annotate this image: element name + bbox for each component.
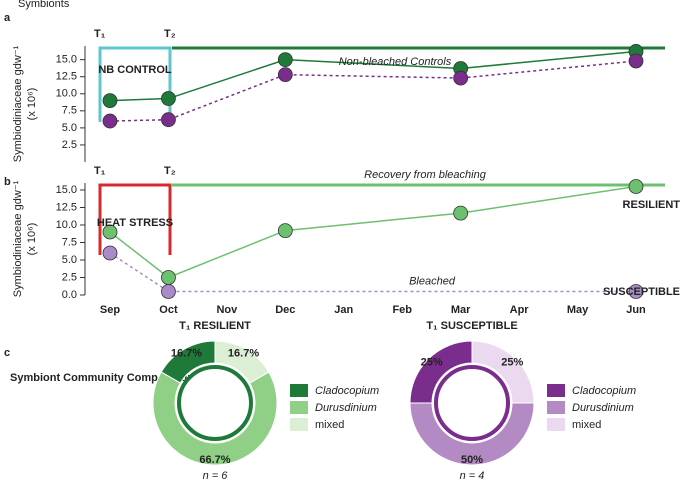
series-line <box>109 252 636 293</box>
pie-slice <box>152 371 278 466</box>
series-line <box>109 185 637 279</box>
y-tick-label: 10.0 <box>56 219 77 231</box>
point <box>628 284 644 299</box>
x-tick-label: Feb <box>392 304 412 316</box>
pie-n: n = 4 <box>460 470 485 482</box>
pie-title: T₁ RESILIENT <box>179 320 251 332</box>
y-label: Symbiodiniaceae gdw⁻¹ <box>12 45 24 162</box>
point <box>161 270 176 285</box>
x-tick-label: Apr <box>510 304 530 316</box>
pie-slice <box>471 340 535 404</box>
point <box>161 284 176 299</box>
bracket <box>98 183 172 255</box>
pie-center <box>434 365 510 441</box>
period-label: Bleached <box>409 275 456 287</box>
y-label-unit: (x 10⁶) <box>26 223 38 256</box>
value-label: 66.7% <box>199 454 230 466</box>
value-label: 25% <box>501 357 523 369</box>
y-label-unit: (x 10⁶) <box>26 88 38 121</box>
x-tick-label: May <box>567 304 589 316</box>
y-tick-label: 12.5 <box>56 71 77 83</box>
point <box>102 93 118 108</box>
t2: T₂ <box>164 28 176 40</box>
symbionts: Symbionts <box>18 0 70 10</box>
legend-swatch <box>290 384 308 397</box>
pie-slice <box>409 402 535 466</box>
legend-label: Cladocopium <box>315 385 379 397</box>
point <box>102 224 118 240</box>
point <box>161 112 176 128</box>
point <box>628 179 644 194</box>
point <box>102 113 118 129</box>
pie-center <box>177 365 253 441</box>
x-tick-label: Oct <box>159 304 178 316</box>
value-label: 25% <box>421 357 443 369</box>
t1: T₁ <box>94 165 106 177</box>
y-tick-label: 7.5 <box>62 236 77 248</box>
legend-label: mixed <box>572 419 601 431</box>
series-label: RESILIENT <box>623 199 681 211</box>
panel-letter: a <box>4 12 11 24</box>
period-label: Recovery from bleaching <box>364 169 487 181</box>
point <box>102 245 118 261</box>
y-label: Symbiodiniaceae gdw⁻¹ <box>12 180 24 297</box>
y-tick-label: 0.0 <box>62 289 77 301</box>
x-tick-label: Jan <box>334 304 353 316</box>
series-label: SUSCEPTIBLE <box>603 286 680 298</box>
legend-swatch <box>290 401 308 414</box>
legend-swatch <box>290 418 308 431</box>
y-tick-label: 12.5 <box>56 201 77 213</box>
point <box>161 91 176 106</box>
value-label: 50% <box>461 454 483 466</box>
legend-swatch <box>547 401 565 414</box>
y-tick-label: 15.0 <box>56 54 77 66</box>
treatment: NB CONTROL <box>98 64 172 76</box>
period-label: Non-bleached Controls <box>339 56 452 68</box>
y-tick-label: 5.0 <box>62 122 77 134</box>
y-tick-label: 2.5 <box>62 139 77 151</box>
pie-slice <box>214 340 270 384</box>
t1: T₁ <box>94 28 106 40</box>
value-label: 16.7% <box>171 348 202 360</box>
series-line <box>109 60 637 122</box>
legend-label: Cladocopium <box>572 385 636 397</box>
x-tick-label: Jun <box>626 304 646 316</box>
bracket <box>98 46 172 122</box>
point <box>628 53 644 69</box>
t2: T₂ <box>164 165 176 177</box>
y-tick-label: 7.5 <box>62 105 77 117</box>
treatment: HEAT STRESS <box>97 217 173 229</box>
panel-letter: c <box>4 347 10 359</box>
y-tick-label: 15.0 <box>56 184 77 196</box>
legend-label: mixed <box>315 419 344 431</box>
pie-title: T₁ SUSCEPTIBLE <box>426 320 517 332</box>
panel-letter: b <box>4 176 11 188</box>
x-tick-label: Dec <box>275 304 295 316</box>
point <box>453 70 469 86</box>
pie-n: n = 6 <box>203 470 229 482</box>
point <box>453 205 469 221</box>
inset-label: Symbiont Community Composition <box>10 372 194 384</box>
point <box>277 52 293 68</box>
legend-swatch <box>547 384 565 397</box>
x-tick-label: Sep <box>100 304 120 316</box>
point <box>277 223 293 239</box>
value-label: 16.7% <box>228 348 259 360</box>
legend-label: Durusdinium <box>315 402 377 414</box>
legend-swatch <box>547 418 565 431</box>
x-tick-label: Mar <box>451 304 471 316</box>
y-tick-label: 2.5 <box>62 271 77 283</box>
y-tick-label: 5.0 <box>62 254 77 266</box>
legend-label: Durusdinium <box>572 402 634 414</box>
y-tick-label: 10.0 <box>56 88 77 100</box>
x-tick-label: Nov <box>216 304 238 316</box>
point <box>277 67 293 83</box>
